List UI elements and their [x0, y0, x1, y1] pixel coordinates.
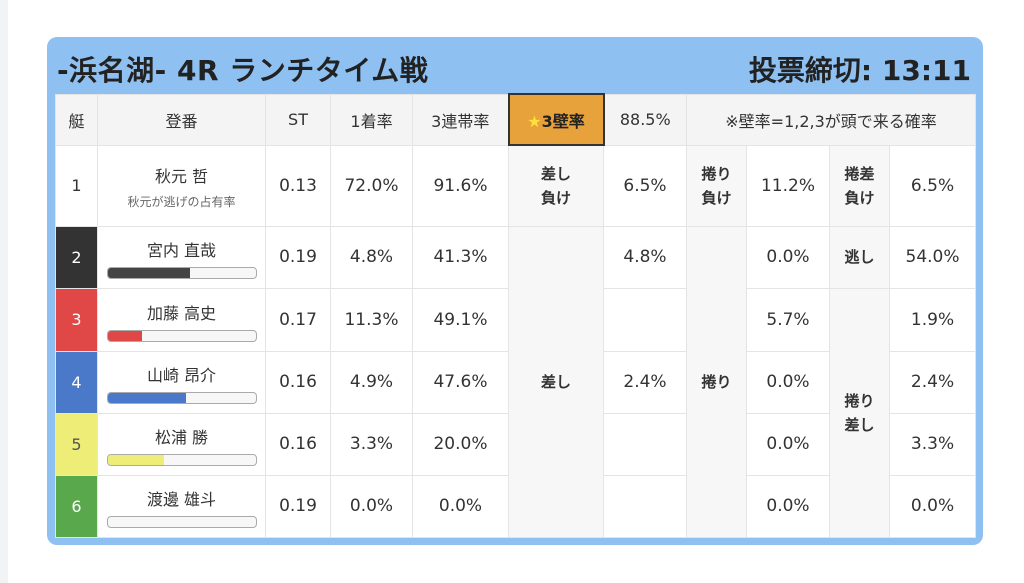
first-rate-value: 0.0%: [330, 474, 413, 538]
racer-name: 秋元 哲: [154, 167, 209, 186]
rating-bar-fill: [107, 268, 191, 278]
makuri-label: 捲り: [686, 225, 747, 538]
makuri-value: 0.0%: [746, 412, 830, 476]
left-sidebar-edge: [0, 0, 8, 583]
makurisashi-label: 捲り 差し: [829, 287, 890, 538]
top3-rate-value: 49.1%: [412, 287, 509, 352]
st-value: 0.19: [265, 225, 331, 289]
race-card: -浜名湖- 4R ランチタイム戦 投票締切: 13:11 艇 登番 ST 1着率…: [47, 37, 983, 545]
sashi-value: [603, 474, 687, 538]
nige-label: 逃し: [829, 225, 890, 289]
boat-number: 3: [55, 287, 98, 352]
table-header-row: 艇 登番 ST 1着率 3連帯率 ★3壁率 88.5% ※壁率=1,2,3が頭で…: [55, 93, 977, 146]
racer-cell[interactable]: 渡邊 雄斗: [97, 474, 266, 538]
boat-number: 6: [55, 474, 98, 538]
makuri-make-label: 捲り 負け: [686, 144, 747, 227]
racer-cell[interactable]: 宮内 直哉: [97, 225, 266, 289]
rating-bar: [106, 267, 257, 279]
boat-number: 5: [55, 412, 98, 476]
table-row: 3 加藤 高史 0.17 11.3% 49.1% 5.7% 捲り 差し 1.9%: [55, 287, 977, 538]
sashi-value: 4.8%: [603, 225, 687, 289]
star-icon: ★: [527, 111, 542, 131]
rating-bar: [106, 516, 257, 528]
first-rate-value: 4.9%: [330, 350, 413, 414]
race-title: -浜名湖- 4R ランチタイム戦: [57, 54, 429, 87]
rating-bar-fill: [107, 393, 186, 403]
header-wall-rate[interactable]: ★3壁率: [507, 93, 605, 146]
sashi-label: 差し: [508, 225, 604, 538]
rating-bar: [106, 454, 257, 466]
first-rate-value: 11.3%: [330, 287, 413, 352]
top3-rate-value: 47.6%: [412, 350, 509, 414]
header-boat: 艇: [55, 93, 98, 146]
rating-bar-fill: [107, 330, 142, 341]
racer-name: 渡邊 雄斗: [146, 490, 217, 509]
top3-rate-value: 0.0%: [412, 474, 509, 538]
makurisashi-value: 0.0%: [888, 474, 977, 538]
st-value: 0.17: [265, 287, 331, 352]
wall-rate-value: 88.5%: [603, 93, 687, 146]
makuri-make-value: 11.2%: [746, 144, 830, 227]
header-top3-rate: 3連帯率: [412, 93, 509, 146]
first-rate-value: 4.8%: [330, 225, 413, 289]
sashi-value: 2.4%: [603, 350, 687, 414]
first-rate-value: 3.3%: [330, 412, 413, 476]
sashi-value: [603, 287, 687, 352]
vote-deadline: 投票締切: 13:11: [748, 54, 971, 87]
boat-number: 2: [55, 225, 98, 289]
rating-bar-fill: [107, 455, 164, 465]
sashi-value: [603, 412, 687, 476]
table-row: 1 秋元 哲 秋元が逃げの占有率 0.13 72.0% 91.6% 差し 負け …: [55, 144, 977, 227]
header-number: 登番: [97, 93, 266, 146]
racer-name: 山崎 昂介: [146, 366, 217, 385]
table-row: 2 宮内 直哉 0.19 4.8% 41.3% 差し 4.8% 捲り 0.0% …: [55, 225, 977, 538]
table-row: 6 渡邊 雄斗 0.19 0.0% 0.0% 0.0% 0.0%: [55, 474, 977, 538]
racer-name: 宮内 直哉: [146, 241, 217, 260]
makuri-value: 0.0%: [746, 474, 830, 538]
makurisashi-value: 3.3%: [888, 412, 977, 476]
sashi-make-label: 差し 負け: [508, 144, 604, 227]
st-value: 0.19: [265, 474, 331, 538]
st-value: 0.16: [265, 412, 331, 476]
nige-value: 54.0%: [888, 225, 977, 289]
makurisashi-make-label: 捲差 負け: [829, 144, 890, 227]
wall-rate-label: 3壁率: [541, 111, 585, 131]
wall-rate-note: ※壁率=1,2,3が頭で来る確率: [685, 93, 977, 146]
first-rate-value: 72.0%: [330, 144, 413, 227]
racer-name: 加藤 高史: [146, 303, 217, 323]
racer-cell[interactable]: 秋元 哲 秋元が逃げの占有率: [97, 144, 266, 227]
racer-table: 艇 登番 ST 1着率 3連帯率 ★3壁率 88.5% ※壁率=1,2,3が頭で…: [55, 93, 977, 538]
st-value: 0.13: [265, 144, 331, 227]
header-st: ST: [265, 93, 331, 146]
top3-rate-value: 41.3%: [412, 225, 509, 289]
makurisashi-make-value: 6.5%: [888, 144, 977, 227]
escape-share-note: 秋元が逃げの占有率: [127, 195, 236, 209]
racer-cell[interactable]: 松浦 勝: [97, 412, 266, 476]
race-header: -浜名湖- 4R ランチタイム戦 投票締切: 13:11: [47, 37, 983, 93]
top3-rate-value: 91.6%: [412, 144, 509, 227]
makuri-value: 5.7%: [746, 287, 830, 352]
table-row: 5 松浦 勝 0.16 3.3% 20.0% 0.0% 3.3%: [55, 412, 977, 476]
sashi-make-value: 6.5%: [603, 144, 687, 227]
boat-number: 1: [55, 144, 98, 227]
racer-name: 松浦 勝: [154, 428, 209, 447]
header-first-rate: 1着率: [330, 93, 413, 146]
table-row: 4 山崎 昂介 0.16 4.9% 47.6% 2.4% 0.0% 2.4%: [55, 350, 977, 414]
racer-cell[interactable]: 山崎 昂介: [97, 350, 266, 414]
makurisashi-value: 2.4%: [888, 350, 977, 414]
makurisashi-value: 1.9%: [888, 287, 977, 352]
top3-rate-value: 20.0%: [412, 412, 509, 476]
racer-cell[interactable]: 加藤 高史: [97, 287, 266, 352]
makuri-value: 0.0%: [746, 350, 830, 414]
rating-bar: [106, 392, 257, 404]
boat-number: 4: [55, 350, 98, 414]
rating-bar: [106, 329, 257, 342]
makuri-value: 0.0%: [746, 225, 830, 289]
st-value: 0.16: [265, 350, 331, 414]
